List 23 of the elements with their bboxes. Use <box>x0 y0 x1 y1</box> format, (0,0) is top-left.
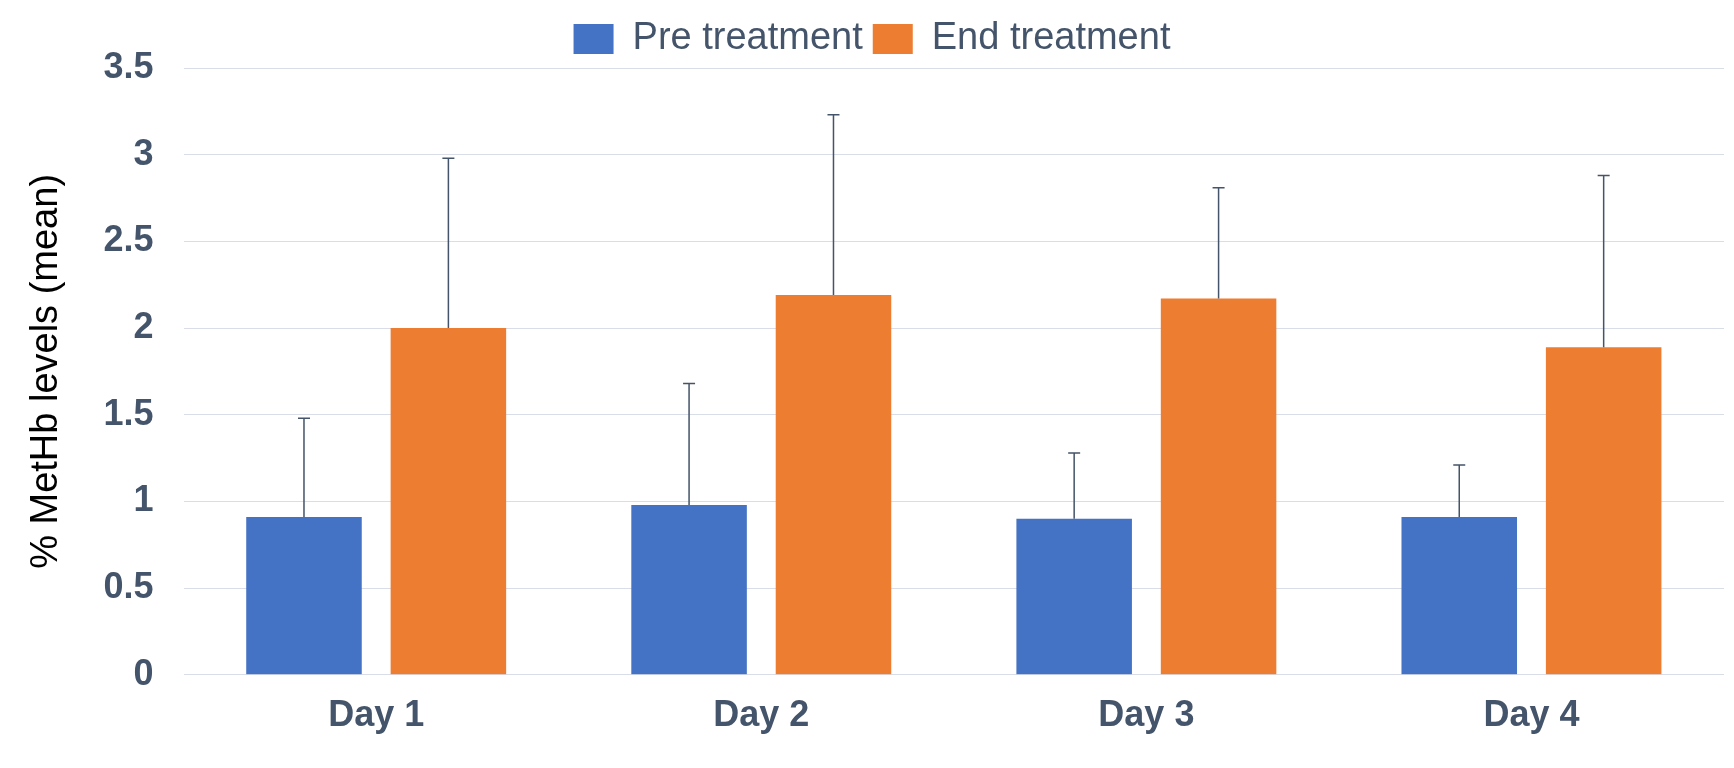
y-tick-label: 0 <box>133 651 154 693</box>
bar <box>1016 518 1132 675</box>
x-tick-label: Day 4 <box>1483 693 1580 735</box>
bar <box>390 328 507 675</box>
bar <box>775 295 892 675</box>
x-tick-label: Day 2 <box>713 693 810 735</box>
bar <box>1160 298 1277 675</box>
y-tick-label: 3.5 <box>103 44 154 86</box>
x-tick-label: Day 1 <box>328 693 425 735</box>
y-axis-title: % MetHb levels (mean) <box>23 173 66 569</box>
bar <box>1401 517 1518 675</box>
legend-label: Pre treatment <box>632 15 864 58</box>
y-tick-label: 2 <box>133 304 154 346</box>
y-tick-label: 0.5 <box>103 565 154 607</box>
legend-label: End treatment <box>931 15 1171 58</box>
y-tick-label: 1 <box>133 478 154 520</box>
bar <box>631 504 747 675</box>
y-tick-label: 3 <box>133 131 154 173</box>
bar <box>1545 347 1662 675</box>
bar <box>246 517 362 675</box>
y-tick-label: 2.5 <box>103 218 154 260</box>
y-tick-label: 1.5 <box>103 391 154 433</box>
x-tick-label: Day 3 <box>1098 693 1195 735</box>
